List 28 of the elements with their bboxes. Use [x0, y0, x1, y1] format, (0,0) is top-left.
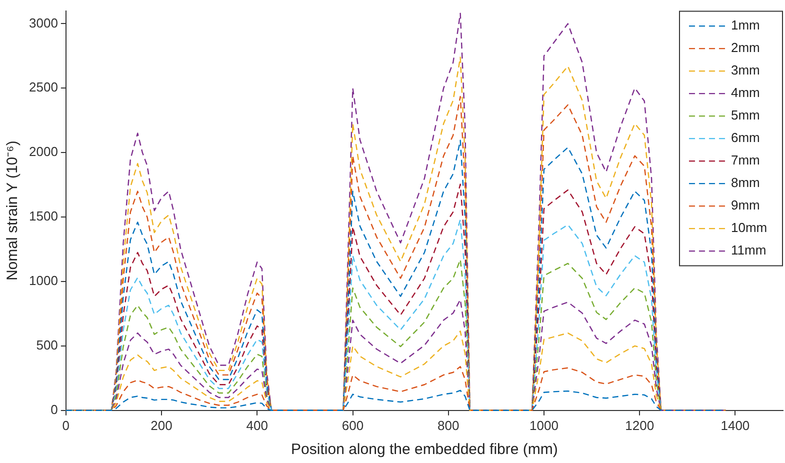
legend-label: 6mm — [731, 130, 760, 146]
x-tick-label: 1400 — [720, 418, 750, 433]
legend-label: 10mm — [731, 220, 768, 236]
x-tick-label: 1000 — [530, 418, 558, 433]
x-tick-label: 200 — [150, 418, 172, 433]
y-tick-label: 2500 — [29, 80, 58, 95]
y-axis-title: Nomal strain Y (10⁻⁶) — [4, 140, 22, 281]
legend-label: 8mm — [731, 175, 760, 190]
y-tick-label: 1500 — [29, 208, 58, 224]
x-tick-label: 400 — [246, 418, 268, 433]
x-tick-label: 800 — [438, 418, 460, 433]
x-tick-label: 0 — [62, 418, 70, 433]
legend-label: 3mm — [731, 62, 760, 78]
legend-label: 9mm — [731, 198, 760, 213]
y-tick-label: 500 — [36, 338, 58, 353]
x-axis-title: Position along the embedded fibre (mm) — [291, 441, 558, 458]
x-tick-label: 1200 — [625, 418, 654, 433]
y-tick-label: 2000 — [29, 144, 58, 160]
legend-label: 7mm — [731, 152, 760, 168]
x-tick-label: 600 — [342, 418, 364, 433]
y-tick-label: 1000 — [29, 273, 58, 288]
legend-label: 11mm — [731, 242, 766, 258]
legend-label: 5mm — [731, 108, 760, 123]
legend-label: 1mm — [731, 18, 760, 33]
y-tick-label: 3000 — [29, 15, 58, 30]
legend-label: 4mm — [731, 85, 760, 100]
legend-label: 2mm — [731, 40, 760, 56]
y-tick-label: 0 — [50, 402, 58, 417]
